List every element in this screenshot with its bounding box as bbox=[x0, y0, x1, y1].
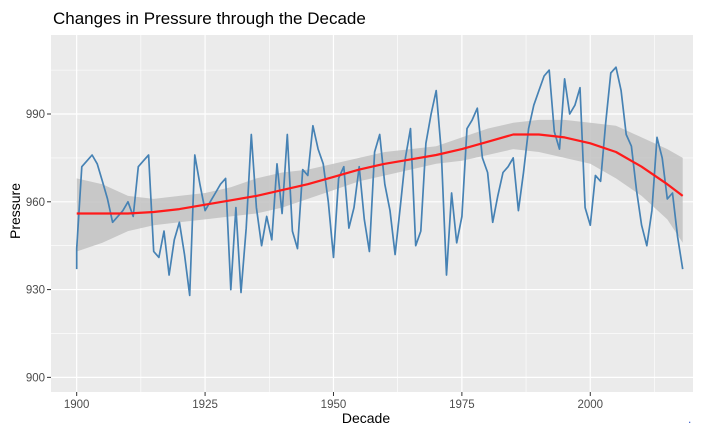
confidence-band bbox=[76, 119, 683, 252]
x-tick-label: 1925 bbox=[192, 399, 218, 411]
pressure-series-line bbox=[75, 66, 684, 297]
x-axis-title: Decade bbox=[342, 410, 390, 426]
y-tick-label: 960 bbox=[26, 197, 45, 209]
y-tick-label: 900 bbox=[26, 372, 45, 384]
chart-title: Changes in Pressure through the Decade bbox=[53, 9, 366, 28]
x-tick-label: 2000 bbox=[577, 399, 603, 411]
y-tick-label: 930 bbox=[26, 285, 45, 297]
y-axis-ticks: 900 930 960 990 bbox=[26, 109, 51, 384]
smooth-trend-line bbox=[76, 133, 684, 215]
y-tick-label: 990 bbox=[26, 109, 45, 121]
y-axis-title: Pressure bbox=[7, 183, 23, 239]
corner-dot-annotation: . bbox=[688, 412, 691, 426]
x-tick-label: 1950 bbox=[321, 399, 347, 411]
x-axis-ticks: 1900 1925 1950 1975 2000 bbox=[64, 392, 603, 411]
x-tick-label: 1900 bbox=[64, 399, 90, 411]
grid-minor bbox=[51, 35, 693, 392]
x-tick-label: 1975 bbox=[449, 399, 475, 411]
